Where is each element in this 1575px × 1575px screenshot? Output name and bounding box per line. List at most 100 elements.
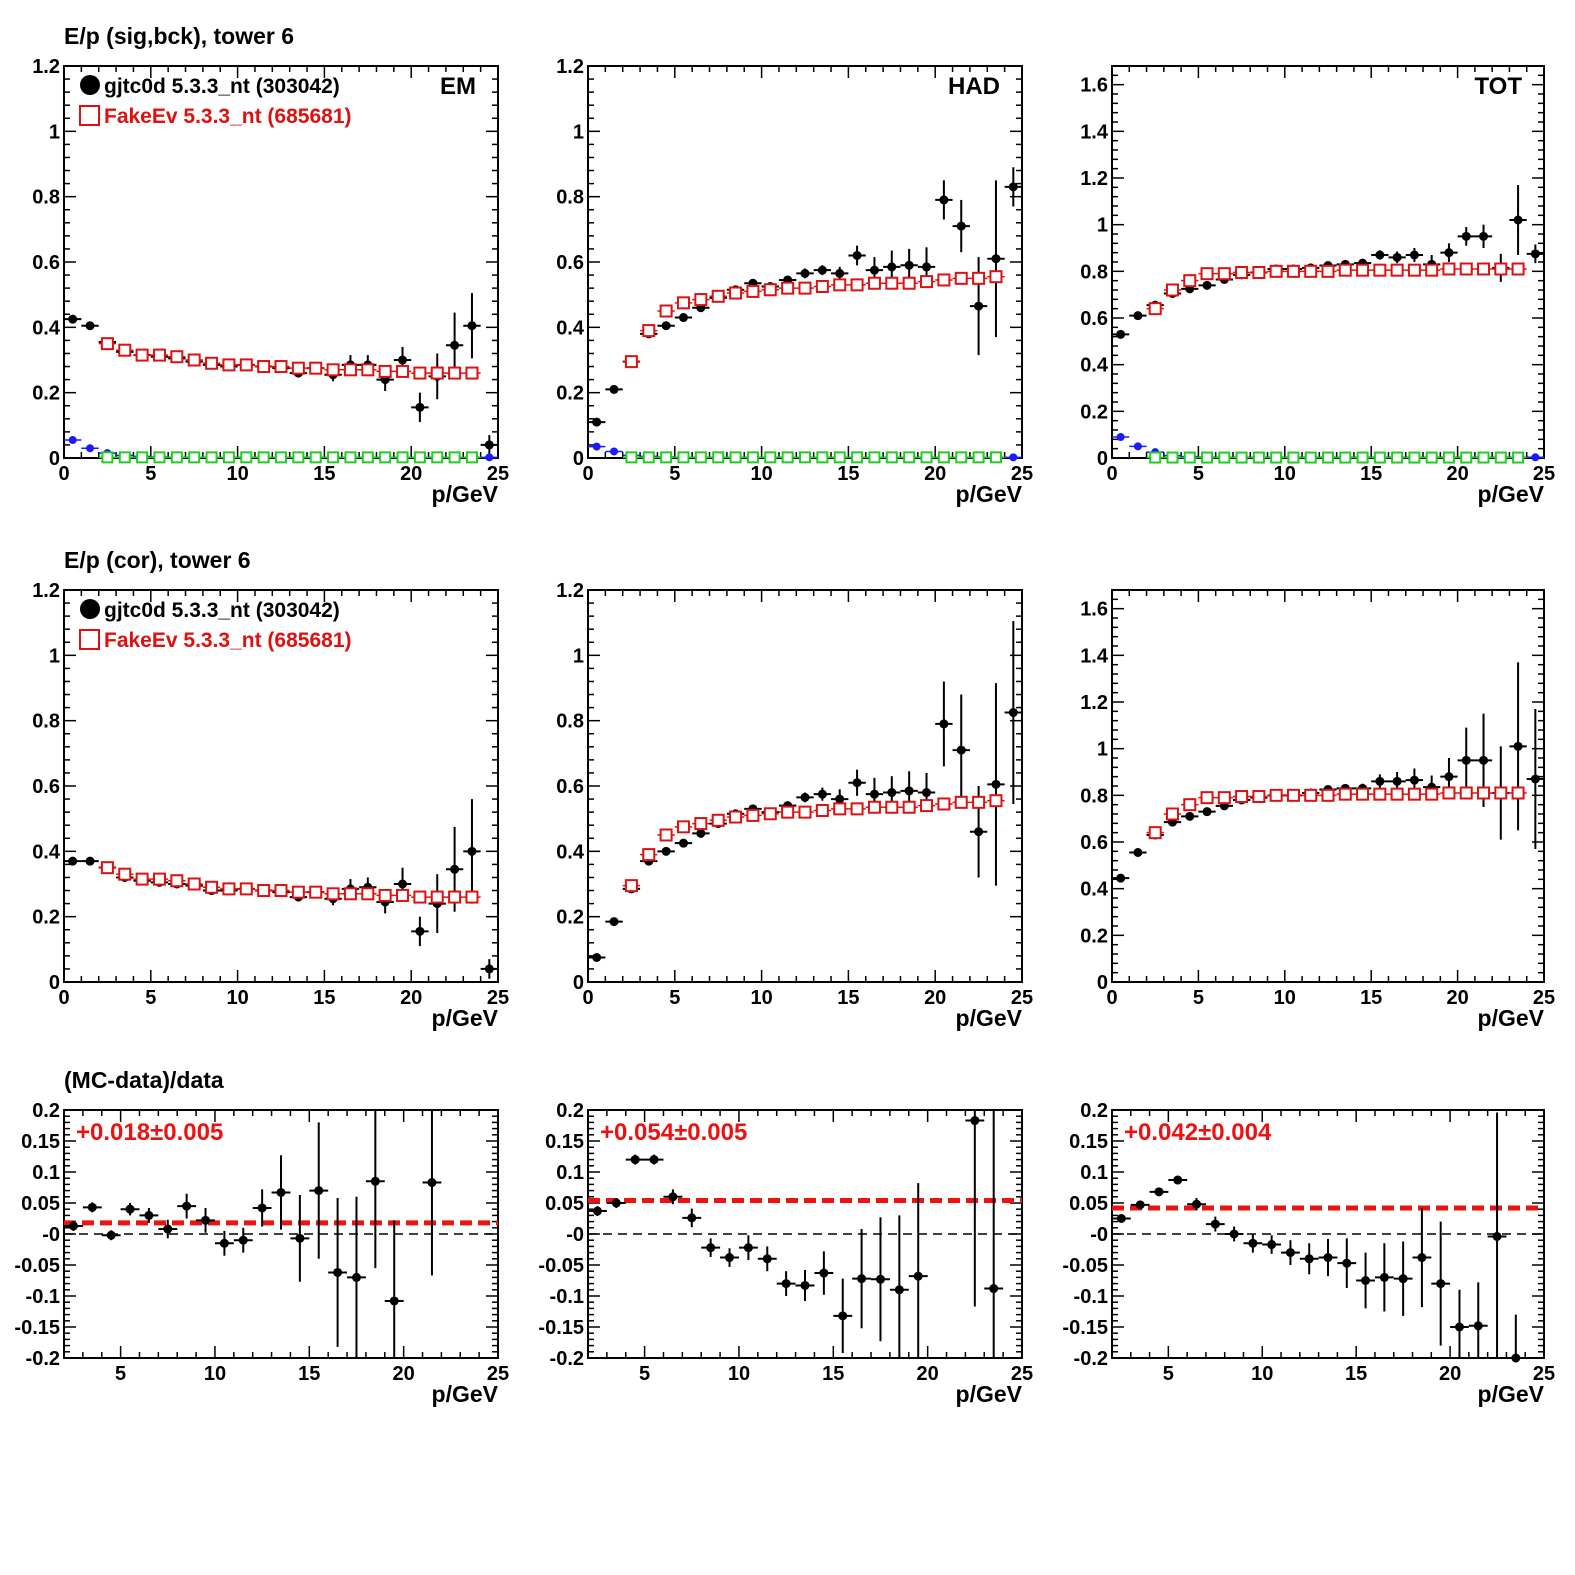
mc-point: [170, 874, 184, 888]
bg-mc-point: [222, 451, 235, 464]
data-point: [869, 265, 879, 275]
data-point: [68, 314, 78, 324]
mc-point: [274, 360, 288, 374]
mc-point: [1425, 263, 1439, 277]
data-point: [1008, 708, 1018, 717]
y-tick-label: -0.2: [550, 1348, 584, 1370]
mc-point: [1286, 788, 1300, 802]
y-tick-label: -0.05: [14, 1255, 60, 1277]
mc-point: [413, 890, 427, 904]
data-point: [869, 789, 879, 799]
mc-point: [815, 280, 829, 293]
bg-mc-point: [1183, 451, 1196, 464]
data-point: [85, 856, 95, 866]
x-tick-label: 5: [1193, 987, 1204, 1009]
panel-row-title: (MC-data)/data: [64, 1067, 224, 1093]
x-tick-label: 5: [669, 987, 680, 1009]
x-axis-label: p/GeV: [1478, 1381, 1545, 1407]
data-point: [450, 340, 460, 350]
legend-data-marker: [80, 599, 100, 619]
series-mc: [98, 861, 481, 904]
x-axis-label: p/GeV: [956, 481, 1023, 507]
data-point: [484, 440, 494, 450]
data-point: [398, 879, 408, 889]
mc-point: [274, 884, 288, 898]
mc-point: [746, 808, 760, 822]
mc-point: [850, 802, 864, 816]
bg-mc-point: [885, 451, 898, 464]
mc-point: [291, 885, 305, 899]
y-tick-label: 0.1: [556, 1162, 584, 1184]
mc-point: [118, 867, 132, 881]
series-data: [588, 1110, 1004, 1358]
mc-point: [1183, 274, 1197, 288]
data-point: [1398, 1274, 1408, 1284]
mc-point: [1252, 266, 1266, 279]
legend-mc-marker: [79, 629, 100, 650]
x-tick-label: 15: [837, 463, 859, 485]
y-tick-label: 1.4: [1080, 645, 1109, 667]
y-tick-label: -0.1: [1074, 1286, 1108, 1308]
mc-point: [659, 828, 673, 842]
x-tick-label: 10: [204, 1363, 226, 1385]
data-point: [939, 195, 949, 205]
y-tick-label: -0.15: [1062, 1317, 1108, 1339]
bg-mc-point: [694, 451, 707, 464]
data-point: [609, 917, 619, 927]
x-axis-label: p/GeV: [956, 1381, 1023, 1407]
data-point: [1513, 741, 1523, 751]
mc-point: [937, 273, 951, 287]
y-tick-label: 1: [1097, 739, 1108, 761]
data-point: [1116, 1214, 1126, 1223]
bg-mc-point: [240, 451, 253, 464]
mc-point: [1511, 786, 1525, 800]
y-tick-label: -0.2: [26, 1348, 60, 1370]
data-point: [922, 788, 932, 798]
mc-point: [867, 276, 881, 290]
mc-point: [1321, 788, 1335, 802]
y-tick-label: 0.6: [32, 776, 60, 798]
panel-row-title: E/p (cor), tower 6: [64, 547, 251, 573]
bg-mc-point: [712, 451, 725, 464]
series-bg_mc: [98, 451, 481, 464]
data-point: [415, 402, 425, 412]
bg-mc-point: [1339, 451, 1352, 464]
mc-point: [1338, 787, 1352, 801]
x-tick-label: 10: [1274, 463, 1296, 485]
y-tick-label: 0: [49, 448, 60, 470]
data-point: [68, 856, 78, 866]
mc-point: [972, 795, 986, 809]
mc-point: [205, 880, 219, 894]
x-axis-label: p/GeV: [1478, 481, 1545, 507]
chart-panel-4: E/p (cor), tower 6 0 5 10 15 20 25p/GeV 0 0.2 0.4…: [32, 547, 509, 1031]
data-point: [939, 719, 949, 729]
bg-data-point: [1133, 442, 1142, 451]
data-point: [398, 355, 408, 365]
panel-row-title: E/p (sig,bck), tower 6: [64, 23, 294, 49]
y-tick-label: -0.2: [1074, 1348, 1108, 1370]
bg-mc-point: [799, 451, 811, 464]
bg-mc-point: [170, 451, 183, 464]
data-point: [1304, 1254, 1314, 1264]
mc-point: [746, 284, 760, 298]
data-point: [1008, 182, 1018, 192]
data-point: [611, 1198, 621, 1208]
data-point: [1229, 1229, 1239, 1239]
mc-point: [1373, 787, 1387, 801]
mc-point: [1200, 267, 1214, 281]
mc-point: [1304, 788, 1318, 802]
data-point: [467, 321, 477, 331]
mc-point: [763, 807, 777, 821]
bg-mc-point: [188, 451, 201, 464]
x-tick-label: 5: [669, 463, 680, 485]
mc-point: [205, 356, 219, 370]
bg-mc-point: [379, 451, 392, 464]
mc-point: [1269, 264, 1283, 278]
mc-point: [1356, 787, 1370, 801]
bg-data-point: [86, 444, 95, 453]
mc-point: [815, 804, 829, 817]
series-mc: [622, 270, 1005, 369]
mc-point: [413, 366, 427, 380]
series-mc: [98, 337, 481, 380]
